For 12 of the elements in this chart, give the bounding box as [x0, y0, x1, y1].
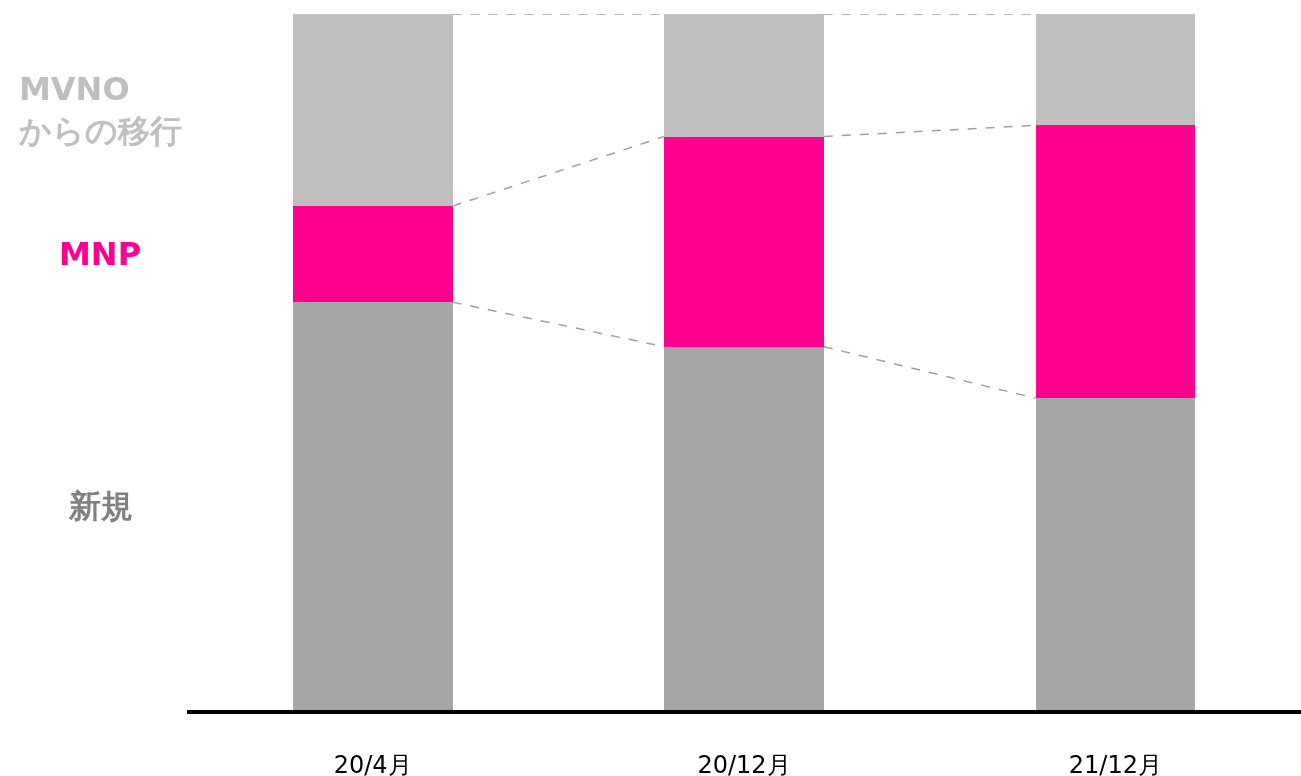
x-tick-label: 20/4月: [333, 750, 412, 776]
bar: [1035, 14, 1196, 126]
x-tick-label: 21/12月: [1068, 750, 1162, 776]
bar: [292, 14, 453, 207]
x-tick-label: 20/12月: [697, 750, 791, 776]
text: MNP: [59, 235, 142, 273]
bar: [1035, 125, 1196, 399]
bar: [292, 206, 453, 303]
bar: [664, 14, 824, 137]
text: MVNOからの移行: [18, 70, 182, 150]
text: 新規: [68, 487, 133, 525]
bar: [664, 136, 824, 347]
